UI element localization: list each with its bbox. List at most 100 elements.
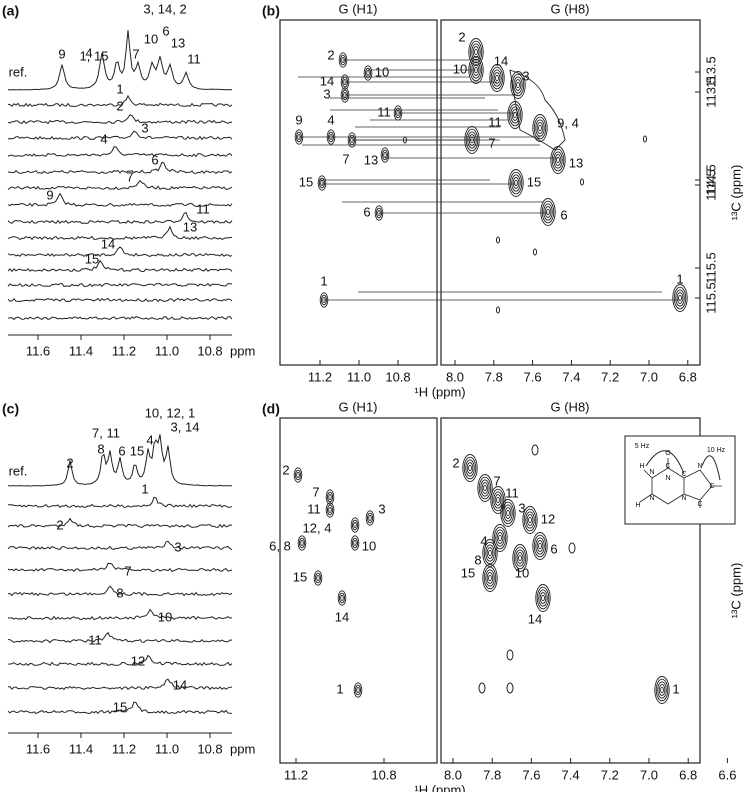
contour (535, 537, 545, 555)
peak-label: 15 (461, 565, 475, 580)
panel-label: (b) (262, 3, 280, 19)
contour (504, 507, 512, 519)
trace-label: 11 (196, 201, 210, 216)
y-axis-label: ¹³C (ppm) (728, 165, 743, 221)
peak-label: 3 (378, 501, 385, 516)
contour (489, 64, 505, 92)
contour (363, 65, 373, 81)
peak-label: 13 (364, 152, 378, 167)
peak-label: 9 (295, 112, 302, 127)
peak-label: 15 (293, 569, 307, 584)
contour (492, 524, 508, 552)
peak-label: 15 (527, 174, 541, 189)
peak-label: 3, 14 (171, 419, 200, 434)
trace-label: 12 (131, 653, 145, 668)
peak-label: 12 (541, 511, 555, 526)
contour (485, 569, 495, 587)
peak-label: 2 (452, 455, 459, 470)
trace (7, 517, 233, 528)
contour (541, 200, 555, 224)
contour (485, 544, 495, 562)
contour (525, 511, 535, 529)
x-tick-label: 6.6 (718, 767, 736, 782)
contour (350, 535, 360, 551)
peak-label: 13 (569, 155, 583, 170)
contour (297, 535, 307, 551)
trace-label: 8 (116, 585, 123, 600)
reference-trace (7, 434, 233, 487)
x-tick-label: 10.8 (197, 741, 222, 756)
peak-label: 10 (515, 565, 529, 580)
x-tick-label: 11.2 (284, 767, 308, 782)
contour (474, 48, 478, 56)
contour (351, 537, 359, 549)
peak-label: 2 (66, 455, 73, 470)
peak-label: 7 (312, 484, 319, 499)
x-tick-label: 7.6 (524, 369, 542, 384)
y-tick-label: 115.5 (703, 282, 718, 314)
trace-label: 2 (116, 98, 123, 113)
peak-label: 7 (342, 151, 349, 166)
peak-label: 7, 11 (92, 425, 120, 440)
peak-label: 4 (146, 432, 153, 447)
contour (544, 206, 552, 218)
contour (676, 292, 684, 304)
trace (7, 259, 233, 273)
contour (678, 294, 682, 302)
x-tick-label: 7.0 (640, 369, 658, 384)
trace-label: 10 (158, 609, 172, 624)
contour (508, 169, 524, 197)
panel-label: (a) (2, 3, 19, 19)
x-tick-label: 7.4 (562, 767, 580, 782)
contour (535, 584, 551, 612)
trace (7, 654, 233, 667)
contour (536, 540, 544, 552)
peak-label: 10 (453, 61, 467, 76)
contour (523, 508, 537, 532)
contour (483, 541, 497, 565)
contour (492, 69, 502, 87)
unit-label: ppm (230, 343, 255, 358)
y-tick-label: 114.5 (703, 169, 718, 201)
contour (337, 590, 347, 606)
contour (462, 454, 478, 482)
inset-label: C (665, 463, 670, 470)
contour (480, 479, 490, 497)
unit-label: ppm (230, 741, 255, 756)
x-tick-label: 11.6 (26, 343, 50, 358)
inset-label: C (709, 483, 714, 490)
trace (7, 161, 233, 175)
contour (472, 46, 480, 58)
contour (657, 681, 667, 699)
peak-label: 6 (118, 443, 125, 458)
peak-label: 1 (336, 681, 343, 696)
trace-label: 1 (141, 481, 148, 496)
contour (314, 572, 322, 584)
contour (556, 156, 560, 164)
noise-contour (496, 236, 500, 244)
y-tick-label: 114.5 (703, 164, 718, 196)
contour (672, 284, 688, 312)
noise-contour (580, 178, 584, 186)
x-tick-label: 11.0 (155, 741, 179, 756)
peak-label: 11 (488, 114, 502, 129)
contour (654, 676, 670, 704)
peak-label: 3 (323, 86, 330, 101)
trace (7, 282, 233, 288)
peak-label: 1 (672, 681, 679, 696)
peak-label: 14 (494, 53, 508, 68)
contour (513, 111, 517, 119)
contour (486, 572, 494, 584)
contour (490, 66, 504, 90)
header: G (H1) (339, 399, 378, 414)
peak-label: 2 (327, 47, 334, 62)
peak-label: 3, 14, 2 (143, 1, 186, 16)
contour (532, 532, 548, 560)
x-tick-label: 8.0 (446, 369, 464, 384)
contour (660, 686, 664, 694)
peak-label: 14 (335, 609, 349, 624)
contour (350, 517, 360, 533)
x-tick-label: 7.2 (601, 369, 619, 384)
trace (7, 146, 233, 158)
